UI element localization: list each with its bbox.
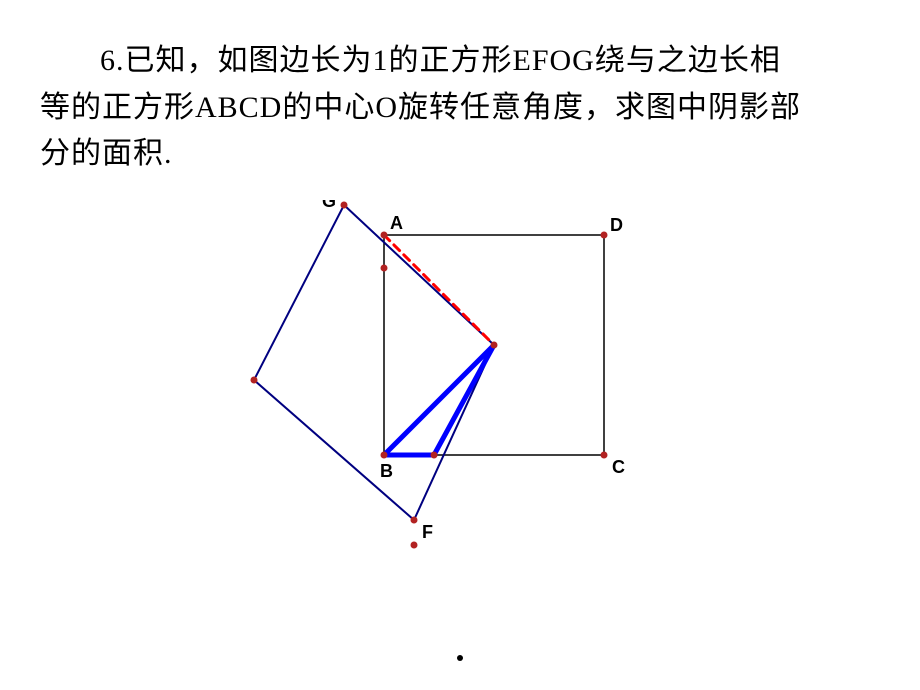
svg-text:D: D — [610, 215, 623, 235]
bold-lines — [384, 345, 494, 455]
problem-line2: 等的正方形ABCD的中心O旋转任意角度，求图中阴影部 — [40, 91, 801, 124]
problem-line3: 分的面积. — [40, 137, 173, 170]
center-marker-dot — [457, 655, 463, 661]
svg-text:C: C — [612, 457, 625, 477]
svg-text:A: A — [390, 213, 403, 233]
svg-text:G: G — [322, 200, 336, 211]
points — [251, 202, 608, 549]
svg-text:B: B — [380, 461, 393, 481]
labels: ADBCEFG — [244, 200, 625, 542]
diagram-svg: ADBCEFG — [244, 200, 704, 640]
dashed-lines — [384, 235, 494, 455]
problem-number: 6. — [100, 44, 125, 77]
geometry-diagram: ADBCEFG — [244, 200, 704, 640]
problem-text: 6.已知，如图边长为1的正方形EFOG绕与之边长相 等的正方形ABCD的中心O旋… — [40, 38, 880, 178]
square-efog — [254, 205, 494, 520]
slide: 6.已知，如图边长为1的正方形EFOG绕与之边长相 等的正方形ABCD的中心O旋… — [0, 0, 920, 690]
problem-line1: 已知，如图边长为1的正方形EFOG绕与之边长相 — [125, 44, 781, 77]
svg-text:F: F — [422, 522, 433, 542]
